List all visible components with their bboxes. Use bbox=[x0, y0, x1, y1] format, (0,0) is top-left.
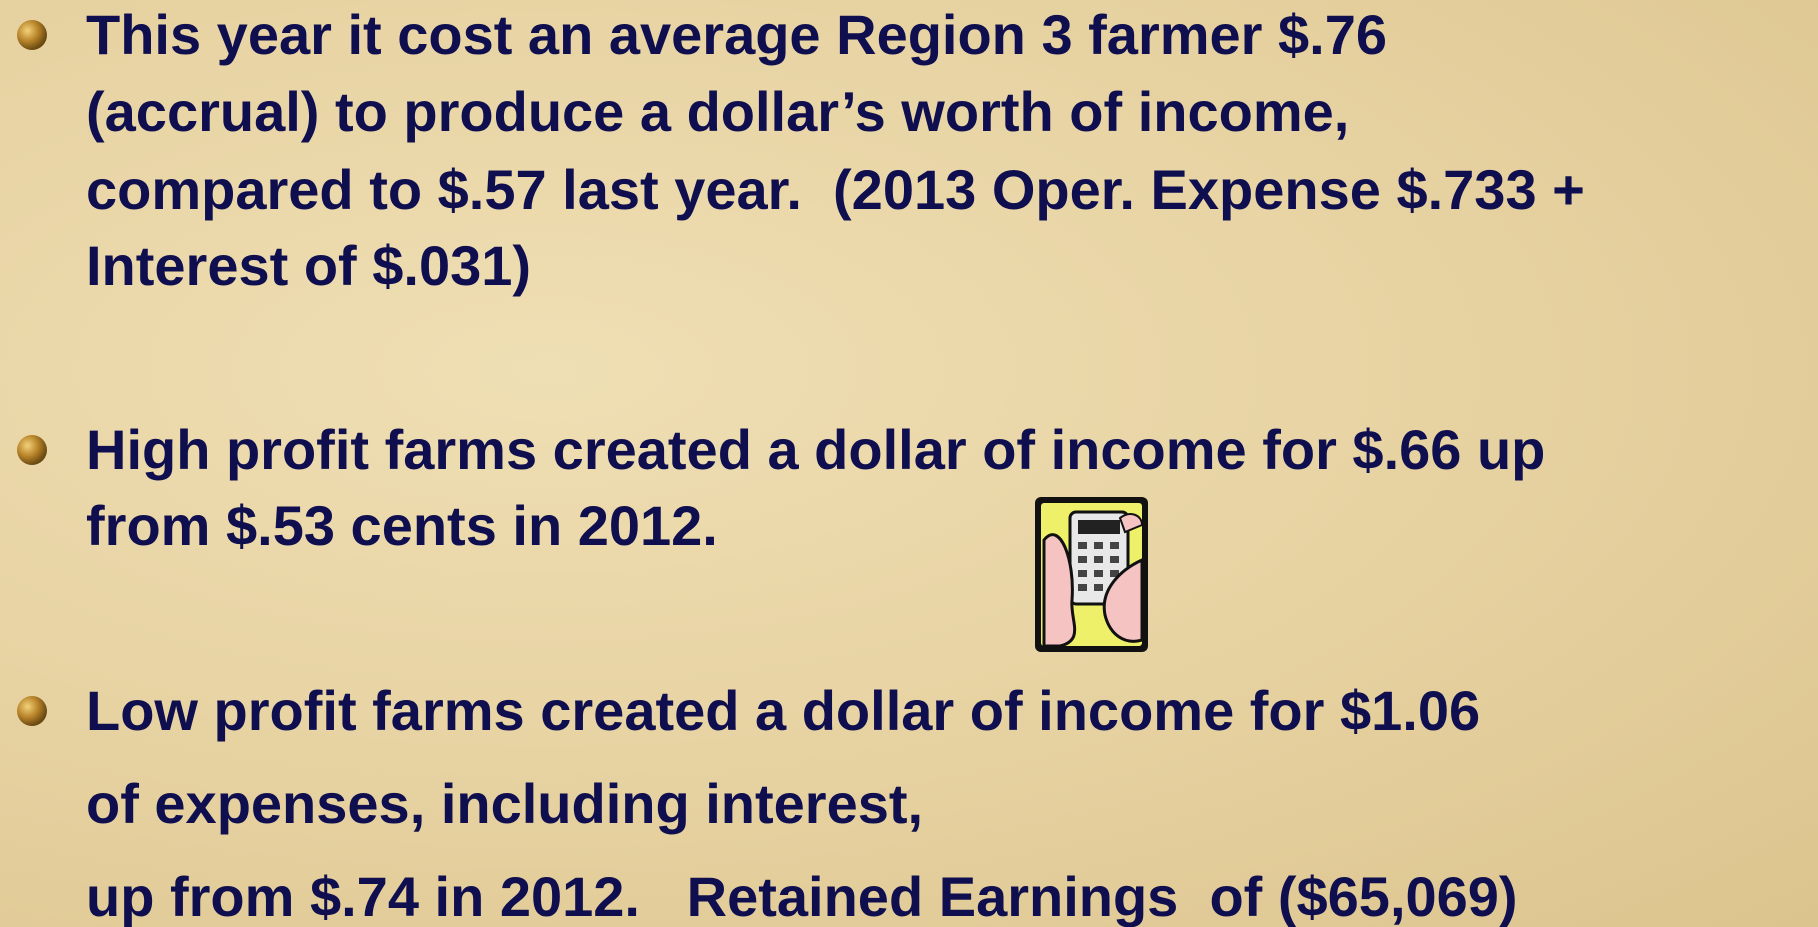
bullet-text-line: Low profit farms created a dollar of inc… bbox=[86, 679, 1480, 742]
bullet-text-line: up from $.74 in 2012. Retained Earnings … bbox=[86, 865, 1518, 927]
bullet-text-line: This year it cost an average Region 3 fa… bbox=[86, 3, 1387, 66]
slide: This year it cost an average Region 3 fa… bbox=[0, 0, 1818, 927]
bullet-text-line: Interest of $.031) bbox=[86, 234, 531, 297]
bullet-text-line: from $.53 cents in 2012. bbox=[86, 494, 718, 557]
bullet-text-line: (accrual) to produce a dollar’s worth of… bbox=[86, 80, 1349, 143]
bullet-list: This year it cost an average Region 3 fa… bbox=[17, 3, 1585, 927]
calculator-icon bbox=[1035, 497, 1148, 652]
bullet-text-line: High profit farms created a dollar of in… bbox=[86, 418, 1545, 481]
bullet-text-line: of expenses, including interest, bbox=[86, 772, 923, 835]
bullet-marker bbox=[17, 20, 47, 50]
page: This year it cost an average Region 3 fa… bbox=[0, 0, 1818, 927]
bullet-marker bbox=[17, 696, 47, 726]
bullet-marker bbox=[17, 435, 47, 465]
bullet-text-line: compared to $.57 last year. (2013 Oper. … bbox=[86, 158, 1585, 221]
